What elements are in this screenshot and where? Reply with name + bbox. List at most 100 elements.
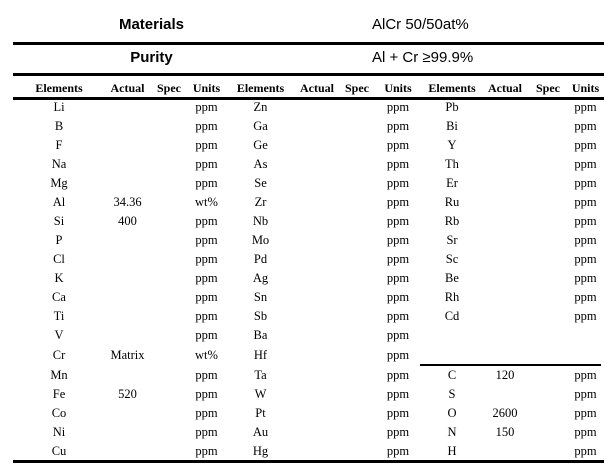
spec-cell xyxy=(526,385,570,404)
element-cell: Ge xyxy=(253,138,268,152)
element-cell: Ta xyxy=(254,367,267,382)
units-cell: ppm xyxy=(195,100,218,114)
units-cell: ppm xyxy=(195,233,218,247)
element-cell: Pd xyxy=(253,252,268,266)
spec-cell xyxy=(338,288,376,307)
spec-cell xyxy=(150,423,188,442)
element-cell: Ti xyxy=(53,309,65,323)
actual-cell xyxy=(105,326,150,345)
element-cell: Ba xyxy=(253,328,268,342)
table-header-row: Elements Actual Spec Units Elements Actual Spe… xyxy=(13,78,601,98)
actual-cell xyxy=(484,442,526,461)
actual-cell xyxy=(484,385,526,404)
units-cell: ppm xyxy=(574,195,597,209)
units-cell: ppm xyxy=(195,425,218,439)
actual-cell xyxy=(296,423,338,442)
element-cell: Ga xyxy=(253,119,268,133)
units-cell: ppm xyxy=(386,271,410,285)
actual-cell xyxy=(296,365,338,385)
spec-cell xyxy=(526,98,570,117)
actual-cell xyxy=(484,269,526,288)
actual-cell xyxy=(484,307,526,326)
units-cell: ppm xyxy=(386,328,410,342)
actual-cell xyxy=(296,288,338,307)
actual-cell xyxy=(484,212,526,231)
spec-cell xyxy=(526,307,570,326)
units-cell: ppm xyxy=(386,425,410,439)
units-cell: ppm xyxy=(195,138,218,152)
actual-cell xyxy=(296,212,338,231)
units-cell: ppm xyxy=(386,444,410,458)
actual-cell: 2600 xyxy=(492,406,518,420)
element-cell: B xyxy=(54,119,64,133)
table-row: Mg ppm Se ppm Er ppm xyxy=(13,174,601,193)
actual-cell xyxy=(296,98,338,117)
spec-cell xyxy=(526,174,570,193)
actual-cell xyxy=(296,404,338,423)
actual-cell xyxy=(484,136,526,155)
spec-cell xyxy=(338,136,376,155)
element-cell: Cu xyxy=(51,444,67,458)
units-cell: ppm xyxy=(574,119,597,133)
column-header-actual-g3: Actual xyxy=(488,80,522,95)
units-cell xyxy=(570,345,601,365)
actual-cell xyxy=(296,326,338,345)
purity-value: Al + Cr ≥99.9% xyxy=(372,49,474,66)
spec-cell xyxy=(526,231,570,250)
spec-cell xyxy=(150,98,188,117)
units-cell: ppm xyxy=(574,444,597,458)
table-row: Mn ppm Ta ppm C 120 ppm xyxy=(13,364,601,385)
units-cell: ppm xyxy=(386,119,410,133)
units-cell: ppm xyxy=(386,367,410,382)
element-cell: Ca xyxy=(52,290,66,304)
units-cell: ppm xyxy=(574,157,597,171)
actual-cell xyxy=(296,442,338,461)
element-cell: Na xyxy=(51,157,67,171)
element-cell: Rb xyxy=(444,214,460,228)
units-cell: ppm xyxy=(195,309,218,323)
spec-cell xyxy=(338,442,376,461)
table-row: Si 400 ppm Nb ppm Rb ppm xyxy=(13,212,601,231)
actual-cell xyxy=(296,117,338,136)
actual-cell xyxy=(484,174,526,193)
units-cell: ppm xyxy=(386,347,410,362)
elements-purity-table: Elements Actual Spec Units Elements Actual Spe… xyxy=(13,78,601,461)
units-cell: ppm xyxy=(386,176,410,190)
actual-cell xyxy=(105,98,150,117)
actual-cell xyxy=(105,307,150,326)
table-row: Cl ppm Pd ppm Sc ppm xyxy=(13,250,601,269)
element-cell: Hf xyxy=(253,347,268,362)
column-header-elements-g1: Elements xyxy=(35,80,83,95)
units-cell: ppm xyxy=(386,138,410,152)
element-cell: Y xyxy=(447,138,457,152)
spec-cell xyxy=(526,364,570,385)
actual-cell xyxy=(105,250,150,269)
actual-cell xyxy=(105,365,150,385)
actual-cell xyxy=(296,250,338,269)
spec-cell xyxy=(150,117,188,136)
element-cell: Zn xyxy=(253,100,268,114)
spec-cell xyxy=(150,345,188,365)
units-cell: ppm xyxy=(195,214,218,228)
element-cell: Zr xyxy=(254,195,267,209)
spec-cell xyxy=(526,136,570,155)
element-cell: Ag xyxy=(252,271,269,285)
units-cell: ppm xyxy=(195,406,218,420)
spec-cell xyxy=(526,442,570,461)
spec-cell xyxy=(150,231,188,250)
actual-cell xyxy=(296,136,338,155)
element-cell: K xyxy=(54,271,64,285)
divider-line-under-header xyxy=(13,97,604,100)
element-cell: Cr xyxy=(52,347,66,362)
actual-cell: 150 xyxy=(495,425,515,439)
spec-cell xyxy=(150,155,188,174)
spec-cell xyxy=(150,365,188,385)
spec-cell xyxy=(526,404,570,423)
spec-cell xyxy=(526,326,570,345)
units-cell: ppm xyxy=(574,406,597,420)
actual-cell: Matrix xyxy=(110,347,145,362)
spec-cell xyxy=(338,423,376,442)
